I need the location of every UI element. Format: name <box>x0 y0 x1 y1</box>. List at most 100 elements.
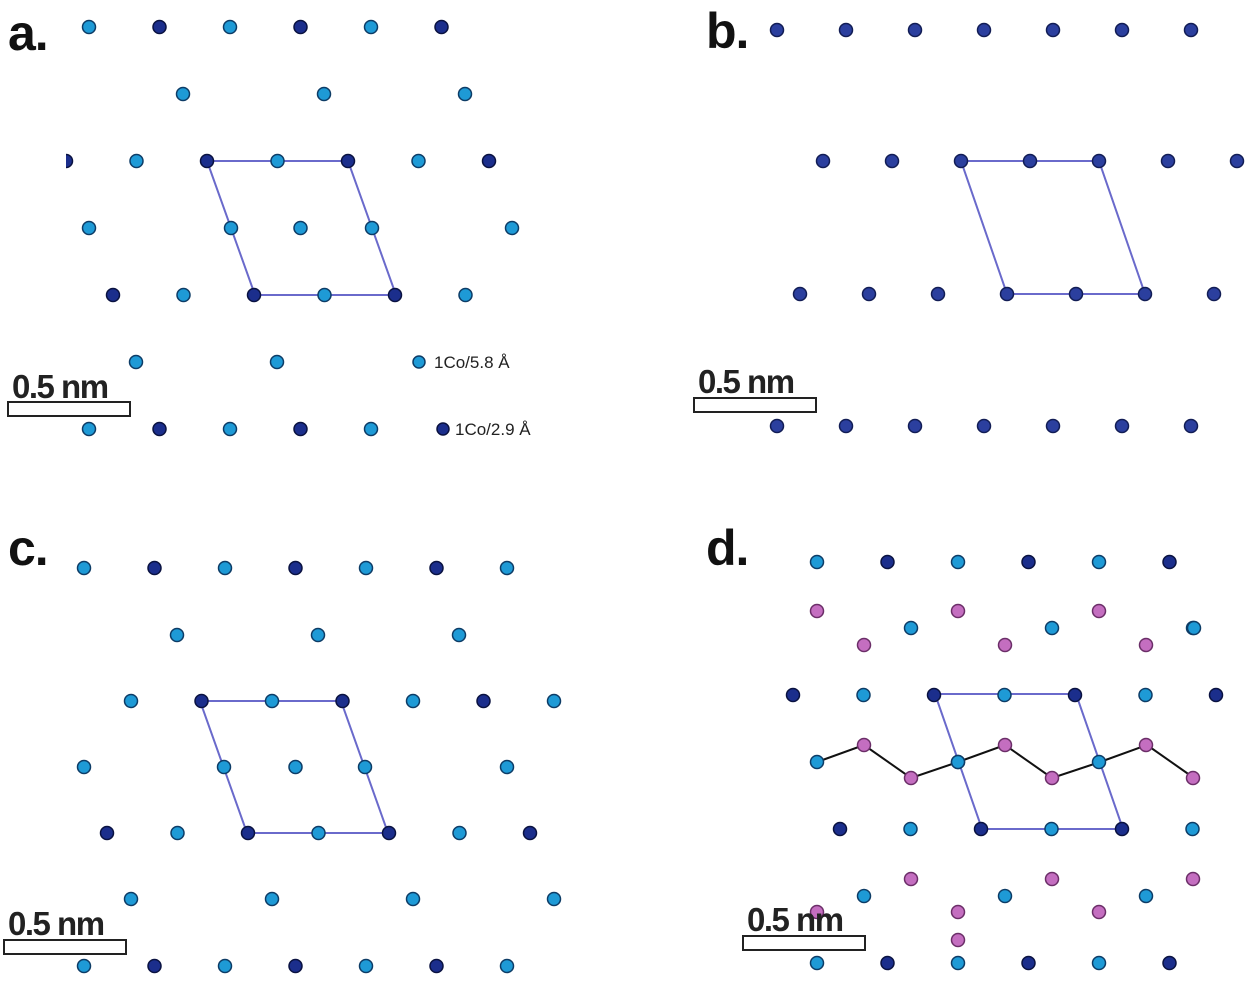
scale-bar-box <box>742 935 866 951</box>
panel-a: a. 0.5 nm 1Co/5.8 Å 1Co/2.9 Å <box>7 5 531 439</box>
co-atom-dark <box>1021 955 1036 971</box>
pink-atom <box>1044 871 1060 887</box>
co-atom <box>1206 286 1222 302</box>
co-atom <box>1183 418 1199 434</box>
co-atom-light <box>504 220 520 236</box>
panel-a-lattice <box>66 19 520 437</box>
co-atom-light <box>357 759 373 775</box>
co-atom-light <box>176 287 191 303</box>
scale-bar-box <box>693 397 817 413</box>
co-atom <box>976 22 992 38</box>
co-atom <box>1068 286 1084 302</box>
co-atom-dark <box>194 693 209 709</box>
co-atom-dark <box>522 825 538 841</box>
co-atom-light <box>809 554 825 570</box>
co-atom-light <box>76 560 92 576</box>
co-atom-light <box>1091 754 1107 770</box>
co-atom-dark <box>66 153 74 169</box>
co-atom-light <box>269 354 285 370</box>
co-atom-light <box>169 627 185 643</box>
co-atom-light <box>1138 888 1154 904</box>
co-atom-light <box>223 220 239 236</box>
co-atom-dark <box>152 421 167 437</box>
co-atom-dark <box>1208 687 1224 703</box>
co-atom-light <box>950 554 966 570</box>
panel-a-atoms <box>66 19 520 437</box>
co-atom-light <box>175 86 191 102</box>
co-atom-dark <box>476 693 491 709</box>
pink-atom <box>856 737 872 753</box>
co-atom-dark <box>99 825 115 841</box>
co-atom-light <box>311 825 326 841</box>
scale-bar-box <box>3 939 127 955</box>
co-atom-dark <box>381 825 397 841</box>
co-atom <box>861 286 877 302</box>
legend-label-dark: 1Co/2.9 Å <box>455 420 531 439</box>
co-atom-dark <box>340 153 356 169</box>
pink-atom <box>903 871 919 887</box>
co-atom <box>1045 418 1061 434</box>
co-atom-light <box>358 958 374 974</box>
co-atom-light <box>950 754 966 770</box>
co-atom-light <box>123 693 139 709</box>
co-atom-dark <box>429 958 444 974</box>
co-atom-light <box>546 693 562 709</box>
co-atom-dark <box>105 287 121 303</box>
co-atom-dark <box>785 687 801 703</box>
co-atom-dark <box>1114 821 1130 837</box>
co-atom-light <box>81 421 97 437</box>
co-atom-light <box>76 958 92 974</box>
co-atom-light <box>364 220 380 236</box>
co-atom <box>792 286 808 302</box>
co-atom <box>1091 153 1107 169</box>
co-atom-light <box>1091 554 1107 570</box>
co-atom-light <box>997 687 1012 703</box>
co-atom-light <box>499 759 515 775</box>
co-atom-light <box>411 153 426 169</box>
co-atom-light <box>499 560 515 576</box>
co-atom-dark <box>1021 554 1036 570</box>
co-atom <box>1160 153 1176 169</box>
co-atom-light <box>856 687 871 703</box>
legend-label-light: 1Co/5.8 Å <box>434 353 510 372</box>
pink-atom <box>1138 737 1154 753</box>
pink-atom <box>809 904 825 920</box>
co-atom-light <box>222 421 238 437</box>
co-atom <box>999 286 1015 302</box>
co-atom-dark <box>199 153 215 169</box>
co-atom-dark <box>434 19 449 35</box>
co-atom <box>838 22 854 38</box>
co-atom-light <box>76 759 92 775</box>
co-atom-light <box>452 825 467 841</box>
co-atom <box>930 286 946 302</box>
panel-c-atoms <box>76 560 562 974</box>
co-atom-light <box>270 153 285 169</box>
pink-atom <box>1091 603 1107 619</box>
pink-atom <box>903 770 919 786</box>
scale-bar-label: 0.5 nm <box>698 363 794 400</box>
co-atom-light <box>81 19 97 35</box>
pink-atom <box>1091 904 1107 920</box>
co-atom-light <box>363 19 379 35</box>
panel-label-b: b. <box>706 3 748 59</box>
panel-c-scale-bar: 0.5 nm <box>3 905 127 955</box>
co-atom-dark <box>240 825 256 841</box>
panel-d-scale-bar: 0.5 nm <box>742 901 866 951</box>
co-atom <box>907 22 923 38</box>
pink-atom <box>997 637 1013 653</box>
pink-atom <box>1185 770 1201 786</box>
panel-label-c: c. <box>8 520 48 576</box>
panel-b: b. 0.5 nm <box>693 3 1245 434</box>
co-atom-dark <box>147 958 162 974</box>
panel-label-a: a. <box>8 5 48 61</box>
panel-b-atoms <box>769 22 1245 434</box>
co-atom-dark <box>147 560 162 576</box>
panel-label-d: d. <box>706 520 748 576</box>
pink-atom <box>950 603 966 619</box>
co-atom-light <box>499 958 515 974</box>
co-atom-light <box>222 19 238 35</box>
panel-d: d. 0.5 nm <box>706 520 1224 971</box>
co-atom-light <box>363 421 379 437</box>
co-atom-light <box>264 693 280 709</box>
